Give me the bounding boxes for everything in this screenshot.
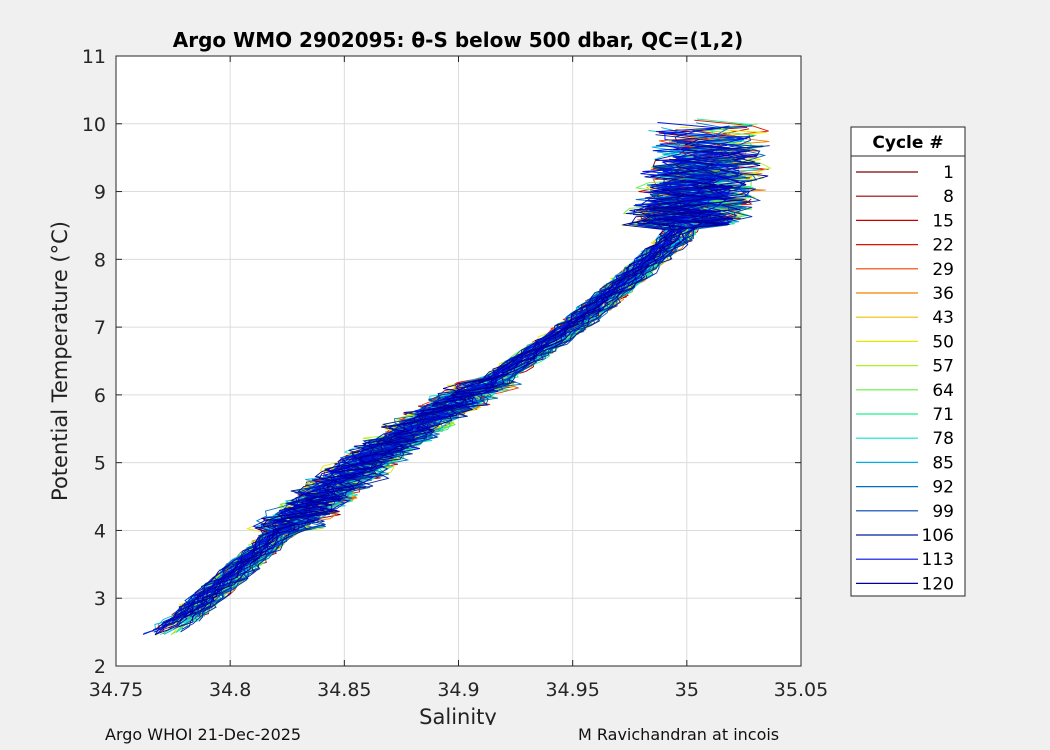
series-120-profile <box>162 158 727 631</box>
legend-label-36: 36 <box>932 284 954 304</box>
legend-box <box>850 126 966 597</box>
legend-label-71: 71 <box>932 405 954 425</box>
series-120-profile <box>189 139 751 615</box>
y-axis-label: Potential Temperature (°C) <box>48 221 72 501</box>
chart-title: Argo WMO 2902095: θ-S below 500 dbar, QC… <box>173 28 743 52</box>
y-tick-label: 4 <box>94 520 106 542</box>
x-tick-label: 34.8 <box>209 679 251 701</box>
legend-items: 1 8 15 22 29 36 43 50 57 64 71 78 85 92 99 106 113 120 <box>856 163 954 594</box>
y-tick-label: 10 <box>82 114 106 136</box>
legend: Cycle # 18152229364350576471788592991061… <box>850 126 966 597</box>
x-tick-label: 34.95 <box>545 679 599 701</box>
footer-left: Argo WHOI 21-Dec-2025 <box>105 725 302 744</box>
legend-label-15: 15 <box>932 211 954 231</box>
series-120-profile <box>177 181 733 616</box>
plot-frame <box>115 55 802 667</box>
chart: Argo WMO 2902095: θ-S below 500 dbar, QC… <box>48 28 966 725</box>
legend-label-113: 113 <box>922 550 954 570</box>
legend-label-29: 29 <box>932 260 954 280</box>
x-tick-label: 35.05 <box>774 679 828 701</box>
y-tick-label: 3 <box>94 588 106 610</box>
y-tick-label: 7 <box>94 317 106 339</box>
legend-label-1: 1 <box>943 163 954 183</box>
series-120-profile <box>154 204 730 636</box>
footer-right: M Ravichandran at incois <box>578 725 780 744</box>
legend-label-92: 92 <box>932 478 954 498</box>
y-tick-label: 5 <box>94 453 106 475</box>
legend-label-85: 85 <box>932 453 954 473</box>
x-tick-label: 34.9 <box>437 679 479 701</box>
legend-label-22: 22 <box>932 236 954 256</box>
data-layer <box>142 118 772 636</box>
series-99-profile <box>181 135 761 630</box>
legend-label-106: 106 <box>922 526 954 546</box>
legend-label-64: 64 <box>932 381 954 401</box>
legend-label-8: 8 <box>943 187 954 207</box>
x-axis-label: Salinity <box>419 705 497 725</box>
legend-title: Cycle # <box>872 133 943 153</box>
series-113-profile <box>173 169 739 617</box>
x-tick-label: 34.85 <box>317 679 371 701</box>
x-tick-label: 34.75 <box>89 679 143 701</box>
legend-label-43: 43 <box>932 308 954 328</box>
y-tick-label: 2 <box>94 656 106 678</box>
y-tick-label: 11 <box>82 46 106 68</box>
series-120-profile <box>176 149 769 628</box>
x-tick-label: 35 <box>675 679 699 701</box>
legend-label-57: 57 <box>932 357 954 377</box>
y-tick-label: 8 <box>94 249 106 271</box>
legend-label-78: 78 <box>932 429 954 449</box>
legend-label-99: 99 <box>932 502 954 522</box>
series-113-profile <box>153 145 747 633</box>
y-tick-label: 9 <box>94 182 106 204</box>
axes-layer: 34.75 34.8 34.85 34.9 34.95 35 35.05 2 3 4 5 6 7 8 9 10… <box>82 46 828 701</box>
legend-label-50: 50 <box>932 332 954 352</box>
legend-label-120: 120 <box>922 574 954 594</box>
y-tick-label: 6 <box>94 385 106 407</box>
